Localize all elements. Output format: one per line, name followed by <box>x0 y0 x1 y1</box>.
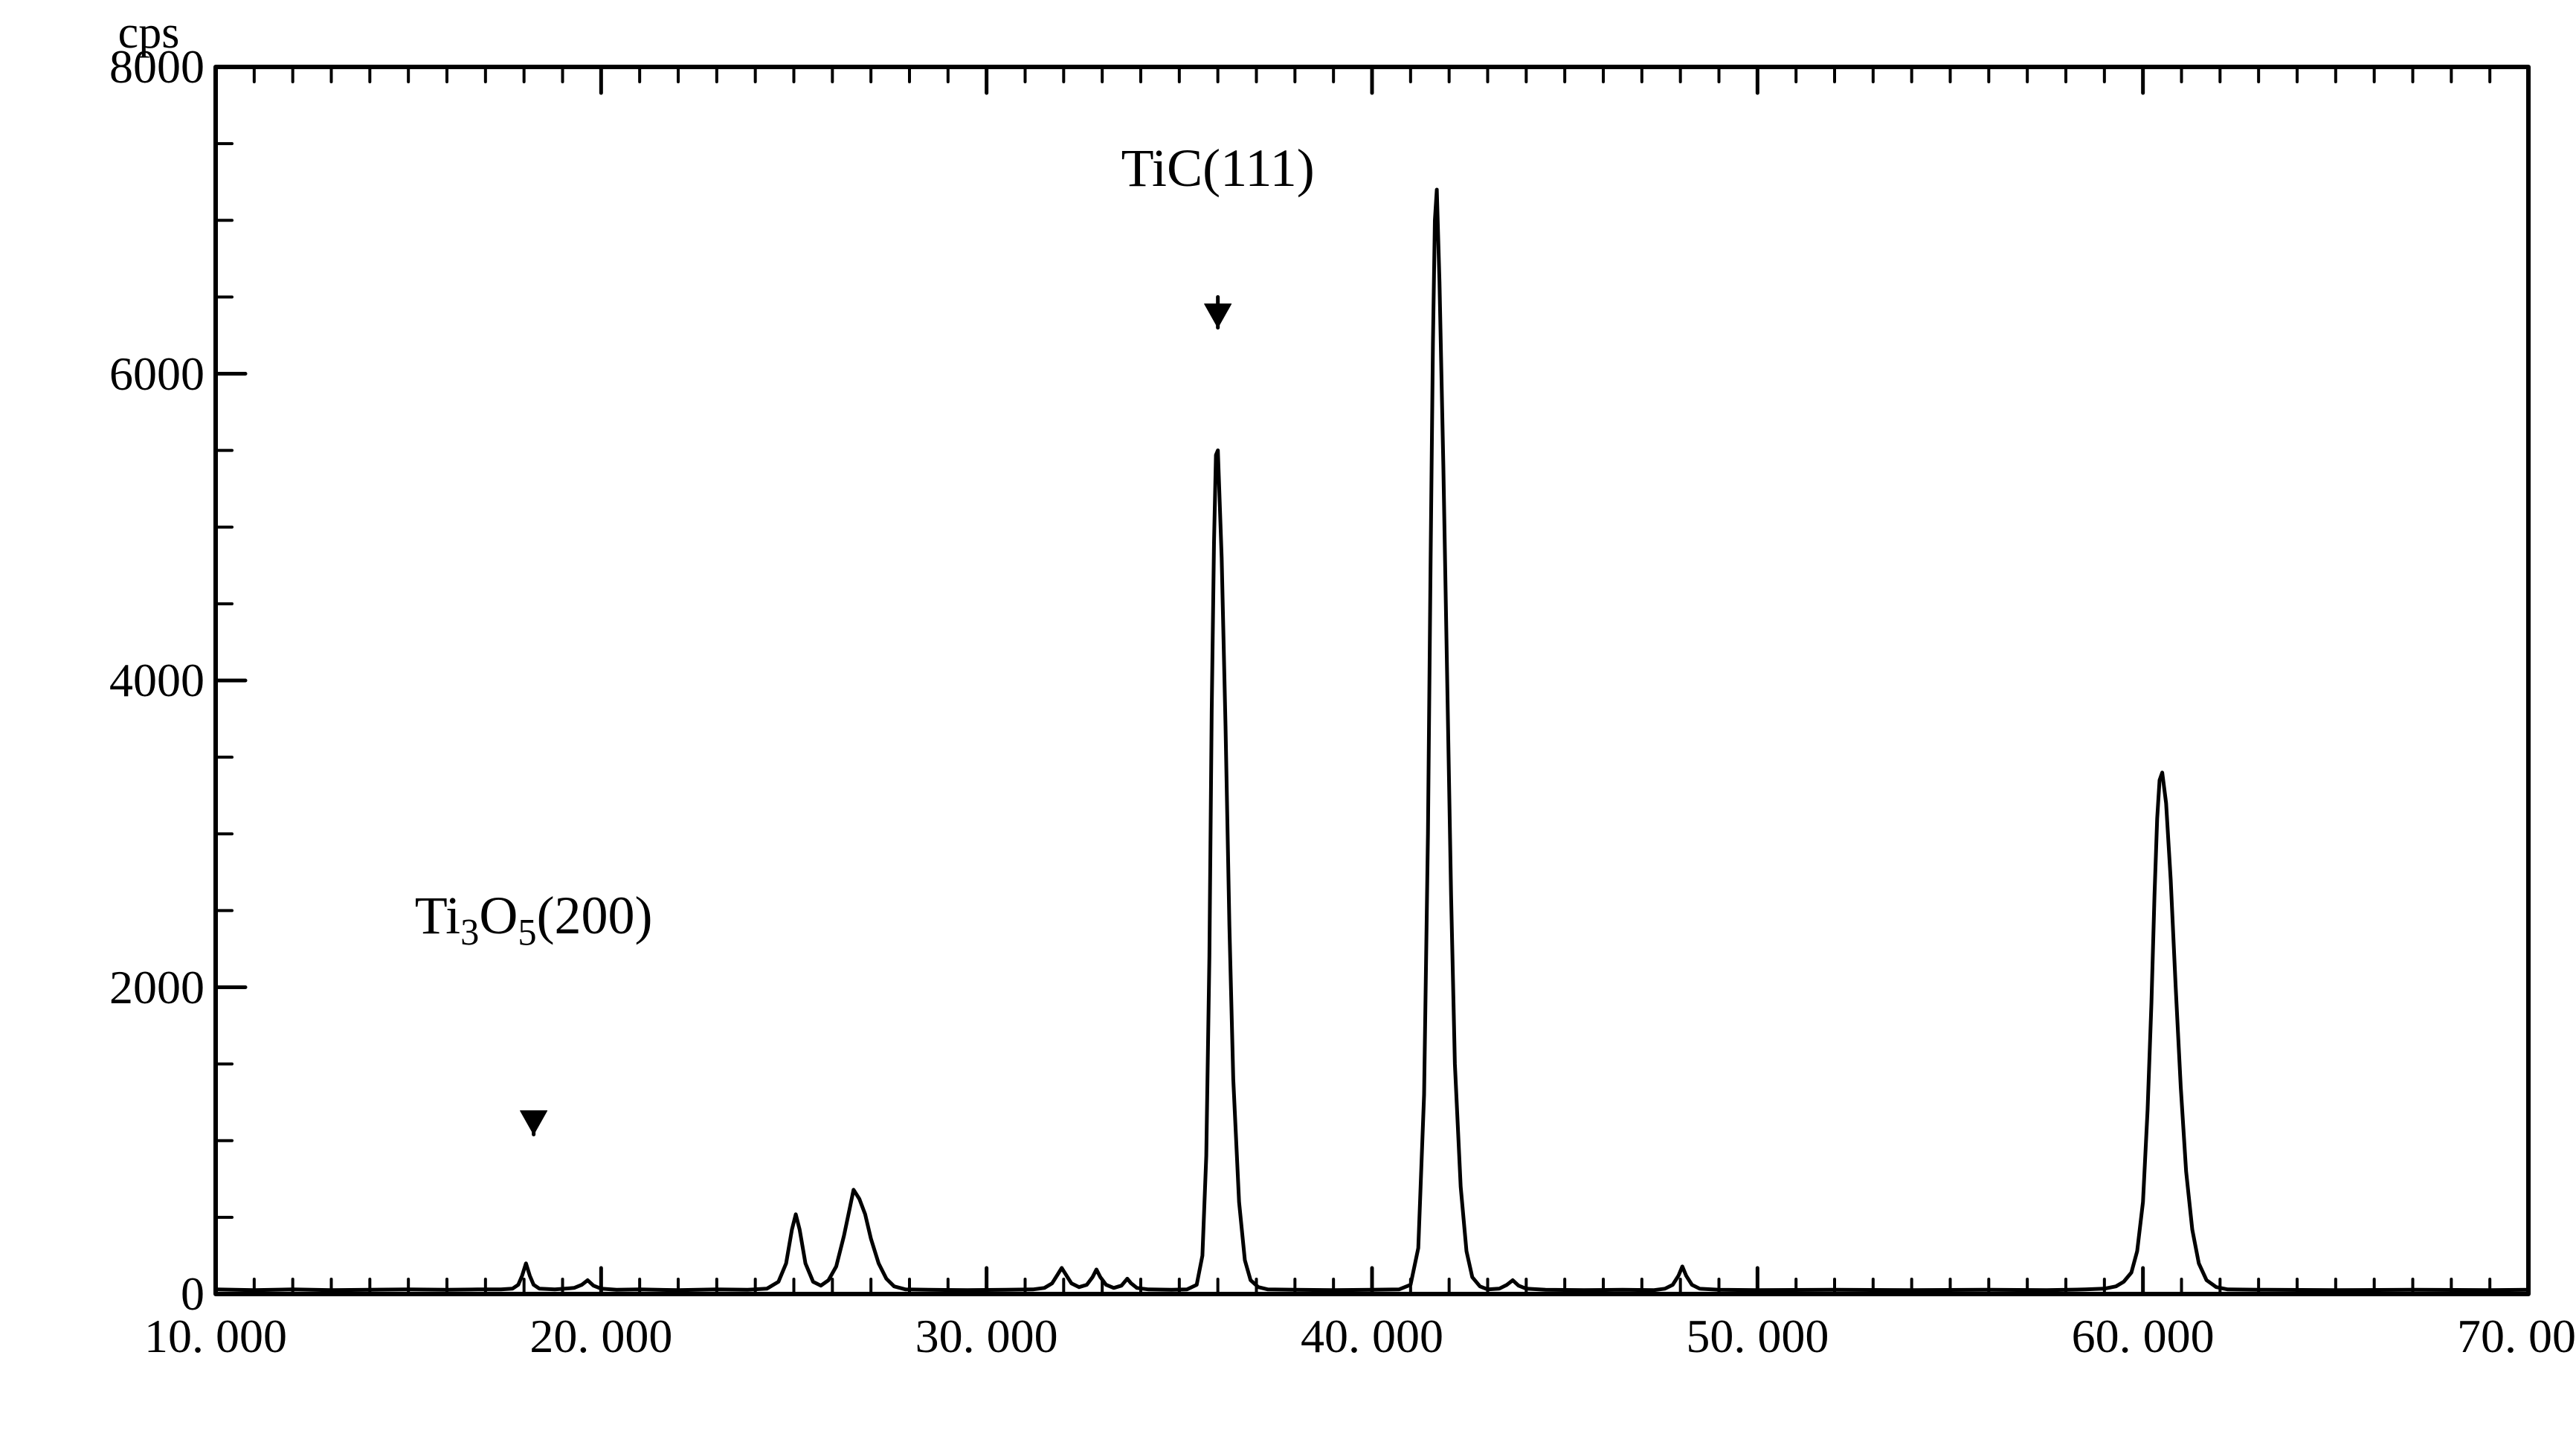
plot-svg <box>0 0 2576 1445</box>
y-tick-label: 6000 <box>109 347 205 402</box>
y-tick-label: 2000 <box>109 960 205 1015</box>
y-axis-unit-label: cps <box>118 7 180 59</box>
y-tick-label: 4000 <box>109 653 205 708</box>
x-tick-label: 30. 000 <box>915 1309 1058 1364</box>
peak-annotation: TiC(111) <box>1121 138 1315 199</box>
x-tick-label: 40. 000 <box>1301 1309 1443 1364</box>
x-tick-label: 50. 000 <box>1686 1309 1829 1364</box>
x-tick-label: 20. 000 <box>529 1309 672 1364</box>
x-tick-label: 70. 000 <box>2457 1309 2576 1364</box>
xrd-spectrum-chart: 10. 000 20. 000 30. 000 40. 000 50. 000 60. 0… <box>0 0 2576 1445</box>
y-tick-label: 0 <box>181 1267 205 1322</box>
x-tick-label: 60. 000 <box>2072 1309 2215 1364</box>
x-tick-label: 10. 000 <box>144 1309 287 1364</box>
peak-annotation: Ti3O5(200) <box>415 885 653 953</box>
spectrum-line <box>216 190 2528 1290</box>
